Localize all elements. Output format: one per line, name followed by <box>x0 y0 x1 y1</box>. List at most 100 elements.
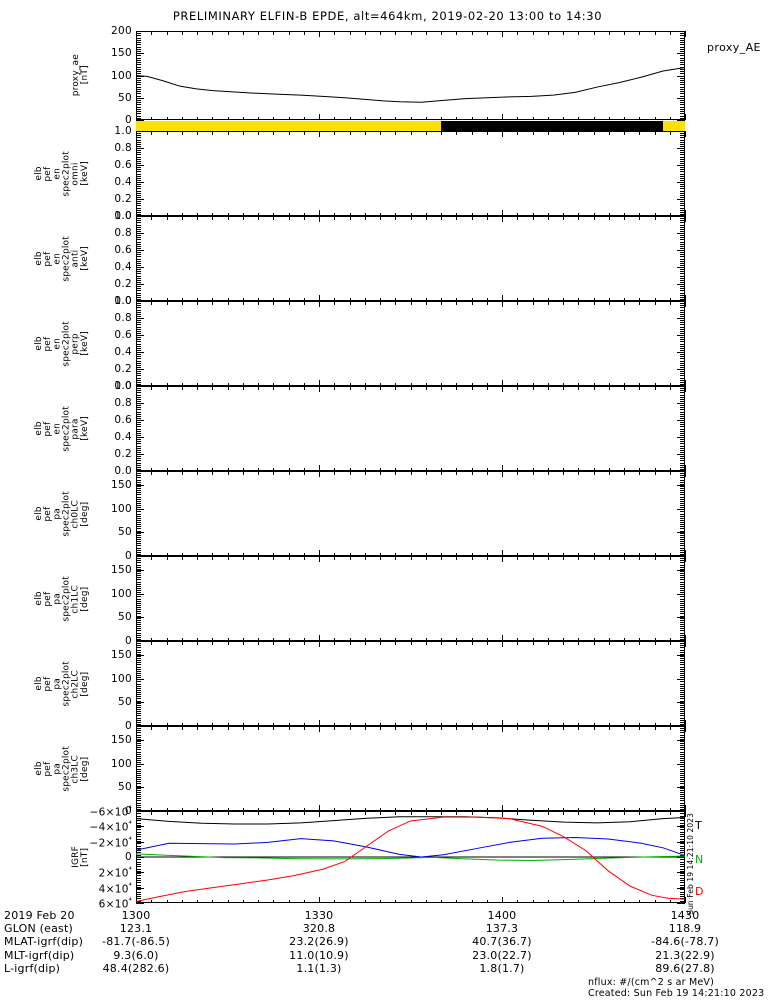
xtick-en-anti-31 <box>608 216 610 220</box>
ytick-minor-en-omni-8 <box>136 148 141 149</box>
ytick-minor-en-perp-36 <box>136 377 141 379</box>
ytick-label-igrf-3: 0 <box>125 851 132 863</box>
ytick-minor-pa-ch2lc-33 <box>680 711 685 713</box>
ytick-minor-pa-ch0lc-26 <box>136 526 141 528</box>
xtick-en-anti-31 <box>608 297 610 301</box>
xtick-en-omni-4 <box>197 131 198 135</box>
ytick-minor-en-omni-1 <box>680 133 685 135</box>
ytick-minor-pa-ch1lc-18 <box>136 594 141 596</box>
xtick-en-para-9 <box>273 386 275 390</box>
xtick-en-omni-15 <box>364 131 366 135</box>
ytick-minor-proxy-ae-8 <box>136 48 141 50</box>
ytick-minor-pa-ch2lc-1 <box>136 643 141 645</box>
ytick-minor-en-perp-20 <box>680 343 685 345</box>
xtick-en-omni-20 <box>441 131 442 135</box>
xtick-pa-ch1lc-16 <box>380 637 381 641</box>
ytick-minor-proxy-ae-25 <box>136 86 141 88</box>
xtick-en-omni-8 <box>258 131 259 135</box>
ytick-minor-en-omni-30 <box>136 194 141 196</box>
ytick-minor-proxy-ae-23 <box>136 82 141 84</box>
ytick-minor-proxy-ae-10 <box>680 53 685 55</box>
xtick-pa-ch3lc-3 <box>181 726 183 730</box>
xtick-en-perp-36 <box>685 380 686 386</box>
xtick-en-anti-14 <box>349 216 351 220</box>
ytick-minor-pa-ch3lc-18 <box>136 764 141 766</box>
xtick-pa-ch2lc-21 <box>456 641 458 645</box>
ytick-minor-pa-ch1lc-33 <box>136 626 141 628</box>
xtick-en-omni-1 <box>151 212 153 216</box>
ytick-minor-pa-ch1lc-1 <box>136 558 141 560</box>
xtick-igrf-21 <box>456 811 458 815</box>
xtick-proxy-ae-4 <box>197 31 198 35</box>
ytick-minor-en-anti-36 <box>680 292 685 294</box>
xtick-pa-ch1lc-13 <box>334 637 336 641</box>
ytick-minor-en-perp-8 <box>136 318 141 319</box>
ytick-minor-pa-ch1lc-39 <box>680 638 685 640</box>
ytick-minor-igrf-6 <box>680 824 685 826</box>
ylabel-en-perp: elb pef en spec2plot perp [keV] <box>28 301 90 386</box>
ytick-minor-pa-ch3lc-30 <box>680 789 685 791</box>
ytick-minor-en-perp-23 <box>136 349 141 351</box>
ytick-minor-en-omni-7 <box>136 145 141 147</box>
xtick-en-para-27 <box>547 386 549 390</box>
ytick-minor-en-anti-30 <box>680 279 685 281</box>
vertical-created-stamp: Sun Feb 19 14:21:10 2023 <box>686 813 695 915</box>
ytick-minor-en-para-32 <box>680 454 685 455</box>
ytick-minor-pa-ch0lc-23 <box>136 519 141 521</box>
ytick-minor-pa-ch1lc-10 <box>136 577 141 579</box>
ytick-minor-en-anti-12 <box>136 241 141 243</box>
xtick-en-anti-19 <box>425 297 427 301</box>
xtick-proxy-ae-26 <box>532 31 534 35</box>
ytick-label-pa-ch2lc-3: 150 <box>111 649 132 662</box>
panel-en-omni <box>136 131 685 216</box>
xtick-igrf-1 <box>151 899 153 903</box>
ytick-minor-en-perp-15 <box>680 332 685 334</box>
ytick-minor-en-para-26 <box>136 441 141 443</box>
ytick-minor-en-omni-9 <box>680 150 685 152</box>
xtick-en-para-26 <box>532 467 534 471</box>
ytick-minor-pa-ch0lc-37 <box>680 549 685 551</box>
xtick-igrf-14 <box>349 811 351 815</box>
ytick-minor-en-omni-19 <box>680 171 685 173</box>
xtick-en-para-10 <box>288 386 290 390</box>
ytick-minor-en-anti-24 <box>136 267 141 268</box>
ytick-minor-igrf-7 <box>680 827 685 829</box>
ytick-minor-pa-ch3lc-17 <box>680 762 685 764</box>
xtick-en-perp-15 <box>364 382 366 386</box>
ytick-minor-en-omni-17 <box>136 167 141 169</box>
ytick-minor-en-omni-18 <box>136 169 141 171</box>
ytick-minor-igrf-16 <box>136 847 141 849</box>
ytick-minor-igrf-13 <box>680 840 685 842</box>
ytick-minor-pa-ch1lc-16 <box>680 590 685 591</box>
ytick-minor-en-omni-25 <box>136 184 141 186</box>
ytick-minor-pa-ch0lc-12 <box>680 496 685 498</box>
xtick-proxy-ae-17 <box>395 31 397 35</box>
ytick-minor-igrf-10 <box>136 834 141 835</box>
ytick-mark-igrf-5 <box>677 826 685 828</box>
xtick-en-anti-25 <box>517 297 519 301</box>
xtick-en-para-36 <box>685 465 686 471</box>
ytick-minor-igrf-22 <box>136 861 141 863</box>
xtick-proxy-ae-30 <box>593 116 595 120</box>
xtick-pa-ch3lc-0 <box>136 726 137 732</box>
xtick-en-perp-27 <box>547 301 549 305</box>
ytick-minor-en-perp-30 <box>136 364 141 366</box>
ytick-minor-en-para-15 <box>680 417 685 419</box>
xtick-proxy-ae-12 <box>319 114 320 120</box>
xtick-pa-ch3lc-6 <box>227 726 229 730</box>
ytick-minor-en-para-4 <box>136 394 141 396</box>
ytick-minor-en-anti-14 <box>136 245 141 247</box>
ytick-minor-en-perp-19 <box>136 341 141 343</box>
ytick-minor-en-anti-21 <box>136 260 141 262</box>
xtick-proxy-ae-11 <box>303 116 305 120</box>
xtick-pa-ch1lc-25 <box>517 637 519 641</box>
xaxis-column-1400: 1400 137.3 40.7(36.7) 23.0(22.7) 1.8(1.7… <box>472 909 532 975</box>
ytick-minor-pa-ch3lc-36 <box>680 802 685 804</box>
ytick-mark-pa-ch2lc-3 <box>136 655 144 657</box>
ytick-minor-pa-ch1lc-35 <box>136 630 141 632</box>
ytick-minor-en-anti-24 <box>680 267 685 268</box>
xtick-pa-ch3lc-1 <box>151 726 153 730</box>
ytick-minor-pa-ch1lc-11 <box>680 579 685 581</box>
xtick-pa-ch0lc-36 <box>685 471 686 477</box>
ytick-minor-proxy-ae-28 <box>680 93 685 95</box>
